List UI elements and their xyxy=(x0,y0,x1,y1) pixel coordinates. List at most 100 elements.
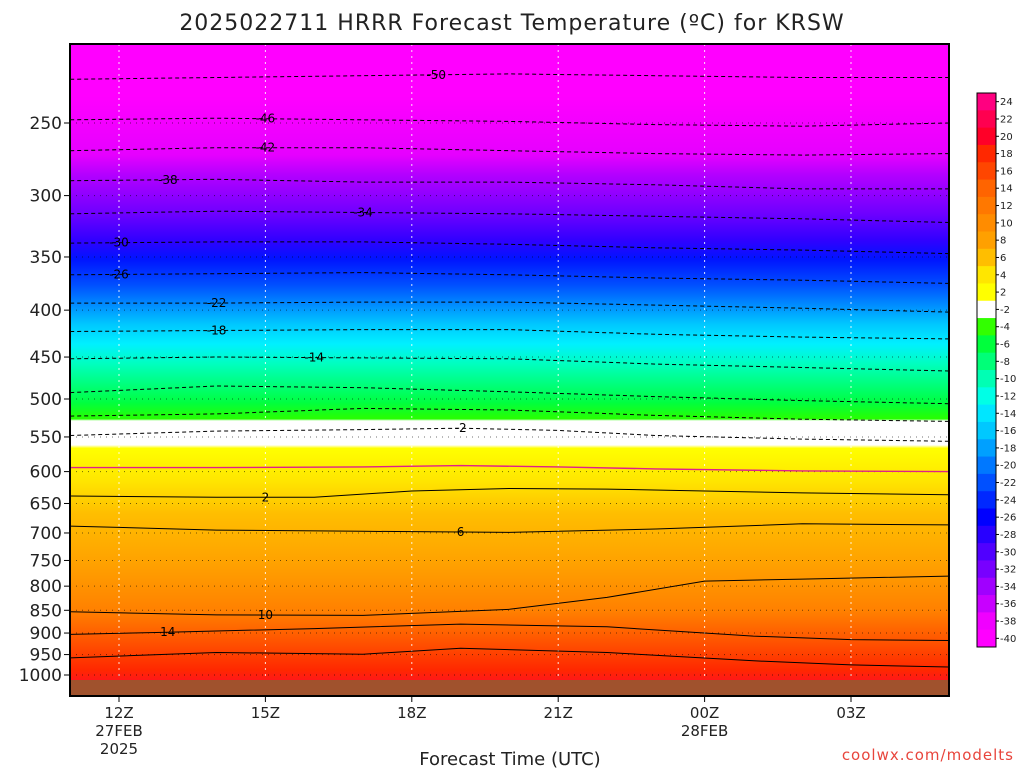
colorbar-swatch xyxy=(977,473,996,492)
y-tick-label: 700 xyxy=(30,524,62,544)
colorbar-label: -8 xyxy=(1000,357,1010,368)
y-tick-label: 300 xyxy=(30,187,62,207)
colorbar-swatch xyxy=(977,93,996,111)
isotherm-label: 14 xyxy=(160,625,175,639)
colorbar-label: -36 xyxy=(1000,599,1016,610)
colorbar-label: 2 xyxy=(1000,288,1006,299)
colorbar-swatch xyxy=(977,127,996,146)
colorbar-label: -40 xyxy=(1000,634,1016,645)
x-tick-date: 27FEB xyxy=(95,722,142,740)
isotherm-line xyxy=(70,575,949,616)
colorbar-swatch xyxy=(977,318,996,336)
colorbar-swatch xyxy=(977,525,996,544)
chart-title: 2025022711 HRRR Forecast Temperature (ºC… xyxy=(179,11,844,36)
colorbar-swatch xyxy=(977,248,996,267)
x-tick-label: 21Z xyxy=(544,704,573,722)
isotherm-label: -50 xyxy=(426,68,446,82)
colorbar-label: -14 xyxy=(1000,409,1016,420)
isotherm-line xyxy=(70,487,949,498)
colorbar-label: -6 xyxy=(1000,340,1010,351)
isotherm-label: -14 xyxy=(304,351,324,365)
y-tick-label: 650 xyxy=(30,494,62,514)
colorbar-label: -4 xyxy=(1000,322,1010,333)
colorbar-swatch xyxy=(977,491,996,509)
colorbar-label: 8 xyxy=(1000,236,1006,247)
colorbar-label: 16 xyxy=(1000,166,1013,177)
y-tick-label: 550 xyxy=(30,428,62,448)
colorbar-label: 22 xyxy=(1000,114,1013,125)
colorbar-swatch xyxy=(977,560,996,579)
y-tick-label: 900 xyxy=(30,624,62,644)
temperature-field xyxy=(70,44,949,696)
isotherm-label: -30 xyxy=(109,236,129,250)
isotherm-line xyxy=(70,427,949,442)
y-tick-label: 800 xyxy=(30,577,62,597)
colorbar-label: -24 xyxy=(1000,495,1016,506)
y-tick-label: 750 xyxy=(30,551,62,571)
credit-link[interactable]: coolwx.com/modelts xyxy=(842,746,1014,764)
isotherm-label: -42 xyxy=(256,141,276,155)
x-tick-label: 00Z xyxy=(690,704,719,722)
y-tick-label: 850 xyxy=(30,601,62,621)
y-tick-label: 450 xyxy=(30,348,62,368)
isotherm-label: -22 xyxy=(207,296,227,310)
y-tick-label: 1000 xyxy=(19,666,62,686)
x-tick-year: 2025 xyxy=(100,740,138,758)
colorbar-label: 12 xyxy=(1000,201,1013,212)
colorbar-swatch xyxy=(977,144,996,163)
colorbar-legend: 24 22 20 18 16 14 12 10 8 6 4 2 -2 -4 -6 -8 -10 -12 -14 -16… xyxy=(976,92,1016,648)
colorbar-label: 14 xyxy=(1000,184,1013,195)
isotherm-label: -2 xyxy=(455,421,467,435)
colorbar-swatch xyxy=(977,335,996,354)
y-tick-label: 250 xyxy=(30,114,62,134)
colorbar-label: -38 xyxy=(1000,617,1016,628)
colorbar-label: 4 xyxy=(1000,270,1006,281)
colorbar-swatch xyxy=(977,456,996,475)
colorbar-label: -10 xyxy=(1000,374,1016,385)
y-tick-label: 400 xyxy=(30,301,62,321)
colorbar-frame xyxy=(976,92,997,648)
colorbar-label: -16 xyxy=(1000,426,1016,437)
x-tick-label: 03Z xyxy=(836,704,865,722)
isotherm-label: 10 xyxy=(258,608,273,622)
colorbar-swatch xyxy=(977,387,996,406)
colorbar-swatch xyxy=(977,370,996,388)
colorbar-swatch xyxy=(977,231,996,250)
colorbar-swatch xyxy=(977,612,996,631)
colorbar-swatch xyxy=(977,110,996,129)
colorbar-swatch xyxy=(977,300,996,319)
colorbar-swatch xyxy=(977,577,996,596)
colorbar-label: -28 xyxy=(1000,530,1016,541)
y-tick-label: 950 xyxy=(30,646,62,666)
colorbar-label: -2 xyxy=(1000,305,1010,316)
colorbar-swatch xyxy=(977,352,996,371)
colorbar-swatch xyxy=(977,543,996,561)
colorbar-swatch xyxy=(977,266,996,284)
colorbar-swatch xyxy=(977,196,996,215)
isotherm-label: -38 xyxy=(158,173,178,187)
y-tick-label: 350 xyxy=(30,248,62,268)
plot-frame xyxy=(69,43,950,697)
colorbar-label: 18 xyxy=(1000,149,1013,160)
isotherm-label: 2 xyxy=(262,490,270,504)
isotherm-line xyxy=(70,623,949,641)
colorbar-swatch xyxy=(977,421,996,440)
x-axis-label: Forecast Time (UTC) xyxy=(419,749,600,768)
colorbar-label: -26 xyxy=(1000,513,1016,524)
colorbar-swatch xyxy=(977,439,996,458)
pressure-axis: 250 300 350 400 450 500 550 600 650 700 750 800 850 9… xyxy=(19,114,70,686)
colorbar-swatch xyxy=(977,404,996,423)
colorbar-label: -30 xyxy=(1000,547,1016,558)
colorbar-swatch xyxy=(977,162,996,181)
colorbar-label: -34 xyxy=(1000,582,1016,593)
isotherm-line xyxy=(70,464,949,473)
colorbar-swatch xyxy=(977,179,996,198)
colorbar-label: -18 xyxy=(1000,443,1016,454)
y-tick-label: 600 xyxy=(30,463,62,483)
colorbar-label: 6 xyxy=(1000,253,1006,264)
isotherm-line xyxy=(70,647,949,668)
